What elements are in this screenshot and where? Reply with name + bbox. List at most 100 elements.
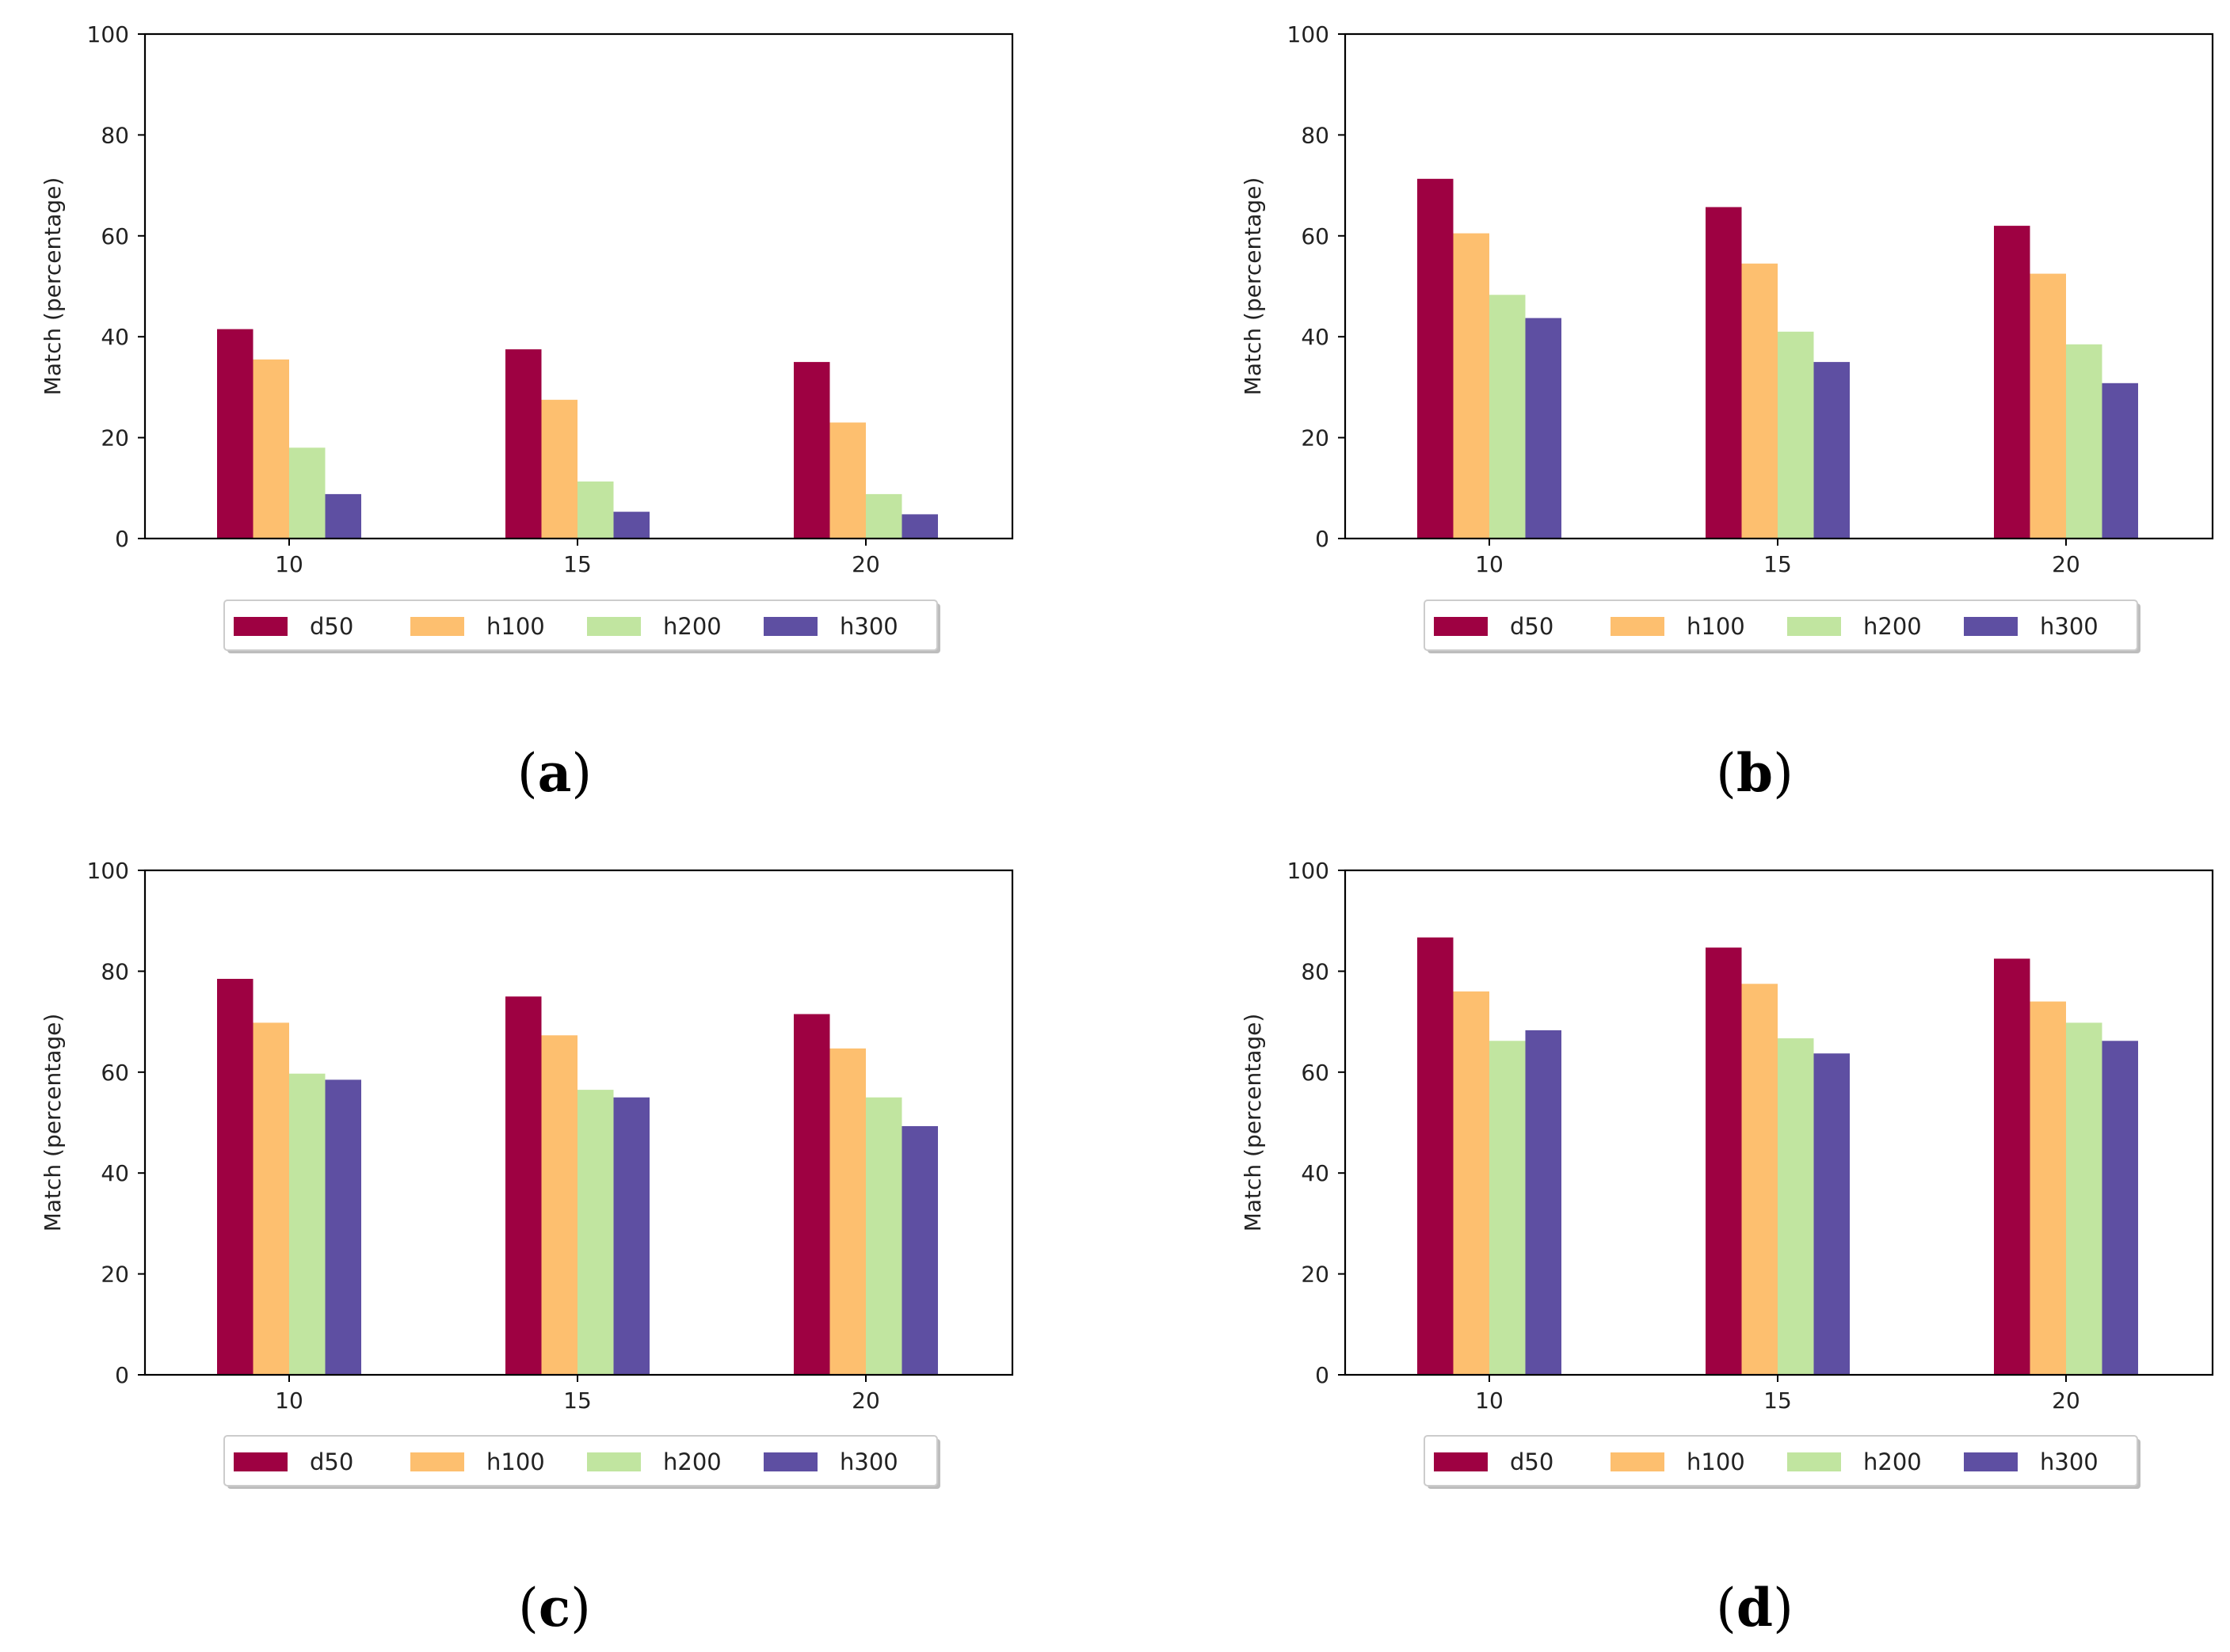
legend-swatch-h200 <box>1787 1452 1841 1471</box>
legend-box <box>1424 600 2138 651</box>
bar-d50-10 <box>217 329 253 539</box>
bar-h100-15 <box>541 399 578 539</box>
legend-label-d50: d50 <box>310 1448 353 1475</box>
y-axis-label: Match (percentage) <box>1240 1014 1266 1232</box>
legend-swatch-h100 <box>410 617 464 636</box>
bar-h200-20 <box>2066 1022 2102 1375</box>
x-tick-label: 10 <box>275 1387 303 1414</box>
bar-h200-10 <box>1489 1041 1526 1375</box>
caption-paren-close: ) <box>1773 743 1794 804</box>
bar-h200-20 <box>866 1097 902 1375</box>
legend-label-h300: h300 <box>2040 613 2098 640</box>
legend-swatch-h200 <box>587 617 641 636</box>
bar-h100-20 <box>829 422 866 539</box>
y-tick-label: 0 <box>115 526 129 552</box>
caption-letter: d <box>1736 1577 1773 1639</box>
bar-h200-20 <box>866 493 902 539</box>
legend-swatch-h300 <box>1964 1452 2018 1471</box>
plot-frame <box>1344 32 2214 540</box>
bar-h300-15 <box>1813 1053 1850 1375</box>
caption-letter: c <box>539 1577 570 1639</box>
x-tick-label: 10 <box>275 551 303 577</box>
caption: (d) <box>1716 1577 1794 1639</box>
y-tick-label: 100 <box>1287 858 1329 884</box>
bar-h200-10 <box>289 1073 326 1375</box>
y-tick-label: 40 <box>101 1160 129 1186</box>
y-tick-label: 80 <box>1301 122 1329 148</box>
bar-d50-10 <box>1417 937 1454 1375</box>
caption-paren-close: ) <box>571 743 592 804</box>
bar-h300-20 <box>902 1126 938 1375</box>
legend-swatch-h200 <box>587 1452 641 1471</box>
legend: d50 h100 h200 h300 <box>1424 1435 2140 1489</box>
legend: d50 h100 h200 h300 <box>223 1435 940 1489</box>
y-tick-label: 40 <box>1301 324 1329 350</box>
bar-h300-10 <box>325 493 361 539</box>
y-tick-label: 80 <box>1301 958 1329 984</box>
bar-h100-15 <box>1741 263 1778 539</box>
caption-paren-open: ( <box>1716 743 1736 804</box>
x-tick-label: 20 <box>2052 1387 2080 1414</box>
bar-h100-15 <box>541 1035 578 1375</box>
bar-h100-15 <box>1741 984 1778 1375</box>
legend-label-d50: d50 <box>310 613 353 640</box>
legend-label-h200: h200 <box>1863 1448 1922 1475</box>
bar-d50-20 <box>794 1014 830 1375</box>
y-tick-label: 40 <box>101 324 129 350</box>
bar-h200-15 <box>1778 1038 1814 1375</box>
plot-frame <box>1344 869 2214 1376</box>
x-tick-label: 20 <box>852 1387 880 1414</box>
legend-label-h100: h100 <box>1687 1448 1745 1475</box>
y-tick-label: 20 <box>1301 425 1329 451</box>
caption-paren-open: ( <box>1716 1578 1736 1639</box>
bar-d50-15 <box>505 349 542 539</box>
legend-label-h300: h300 <box>2040 1448 2098 1475</box>
bar-h300-15 <box>1813 362 1850 539</box>
bar-h300-15 <box>613 1097 650 1375</box>
caption-paren-open: ( <box>517 743 538 804</box>
legend-label-h100: h100 <box>486 1448 545 1475</box>
legend-box <box>223 1435 938 1486</box>
bar-h200-20 <box>2066 344 2102 539</box>
y-tick-label: 60 <box>101 1060 129 1086</box>
plot-frame <box>143 869 1014 1376</box>
bar-d50-15 <box>505 996 542 1376</box>
legend-swatch-d50 <box>234 1452 288 1471</box>
caption-paren-close: ) <box>570 1578 591 1639</box>
x-tick-label: 20 <box>852 551 880 577</box>
x-tick-label: 10 <box>1475 551 1504 577</box>
y-tick-label: 0 <box>1315 526 1329 552</box>
bar-h100-10 <box>253 359 289 539</box>
bar-h200-10 <box>289 447 326 539</box>
y-tick-label: 40 <box>1301 1160 1329 1186</box>
bar-d50-20 <box>794 362 830 539</box>
y-tick-label: 20 <box>1301 1262 1329 1288</box>
bar-h100-10 <box>253 1022 289 1375</box>
y-tick-label: 60 <box>1301 1060 1329 1086</box>
legend-label-d50: d50 <box>1510 1448 1553 1475</box>
y-axis-label: Match (percentage) <box>40 1014 66 1232</box>
x-tick-label: 20 <box>2052 551 2080 577</box>
bar-d50-15 <box>1706 947 1742 1375</box>
y-tick-label: 60 <box>101 223 129 249</box>
x-tick-label: 10 <box>1475 1387 1504 1414</box>
legend-label-h300: h300 <box>840 613 898 640</box>
x-tick-label: 15 <box>1763 1387 1792 1414</box>
bar-h200-10 <box>1489 295 1526 539</box>
bar-d50-10 <box>1417 178 1454 539</box>
legend: d50 h100 h200 h300 <box>1424 600 2140 653</box>
chart-panel-d: 0 20 40 60 80 100 10 15 20 Match (percentage) d50 h… <box>1240 858 2214 1639</box>
bar-h100-20 <box>2030 273 2066 539</box>
bar-h100-10 <box>1453 991 1489 1375</box>
bar-d50-20 <box>1994 958 2030 1375</box>
y-tick-label: 20 <box>101 1262 129 1288</box>
legend-label-d50: d50 <box>1510 613 1553 640</box>
legend-swatch-d50 <box>234 617 288 636</box>
y-tick-label: 100 <box>87 858 129 884</box>
bar-h100-20 <box>829 1048 866 1375</box>
x-tick-label: 15 <box>563 551 592 577</box>
legend-swatch-h100 <box>1611 617 1664 636</box>
y-axis-label: Match (percentage) <box>1240 177 1266 396</box>
bar-h300-20 <box>902 514 938 539</box>
